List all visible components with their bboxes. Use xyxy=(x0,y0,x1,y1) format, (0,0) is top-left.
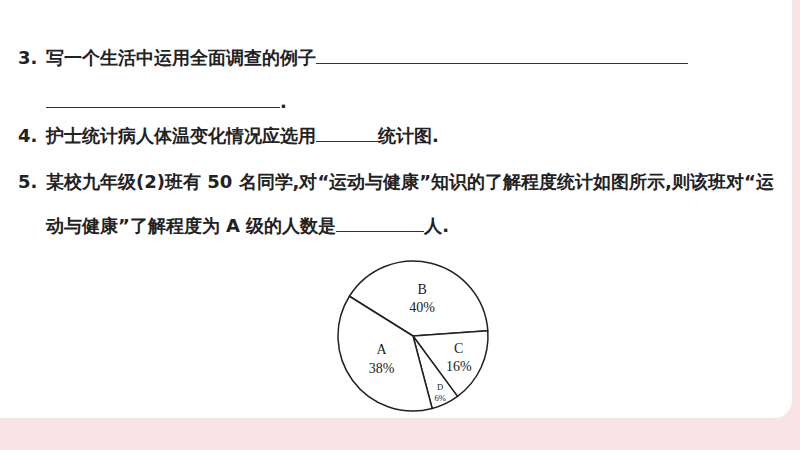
svg-text:C16%: C16% xyxy=(446,341,472,374)
html-text:写一个生活中运用全面调查的例子: 写一个生活中运用全面调查的例子 xyxy=(46,47,316,68)
html-text:5.: 5. xyxy=(18,171,38,192)
html-text:护士统计病人体温变化情况应选用: 护士统计病人体温变化情况应选用 xyxy=(46,125,316,146)
html-text:4.: 4. xyxy=(18,125,38,146)
html-text:统计图.: 统计图. xyxy=(378,125,439,146)
html-text:人.: 人. xyxy=(424,215,450,236)
html-text:3.: 3. xyxy=(18,47,38,68)
svg-text:D6%: D6% xyxy=(434,382,446,403)
html-text:某校九年级(2)班有 50 名同学,对“运动与健康”知识的了: 某校九年级(2)班有 50 名同学,对“运动与健康”知识的了解程度统计如图所示,… xyxy=(46,171,774,236)
svg-text:B40%: B40% xyxy=(409,282,435,315)
svg-text:A38%: A38% xyxy=(369,342,395,375)
